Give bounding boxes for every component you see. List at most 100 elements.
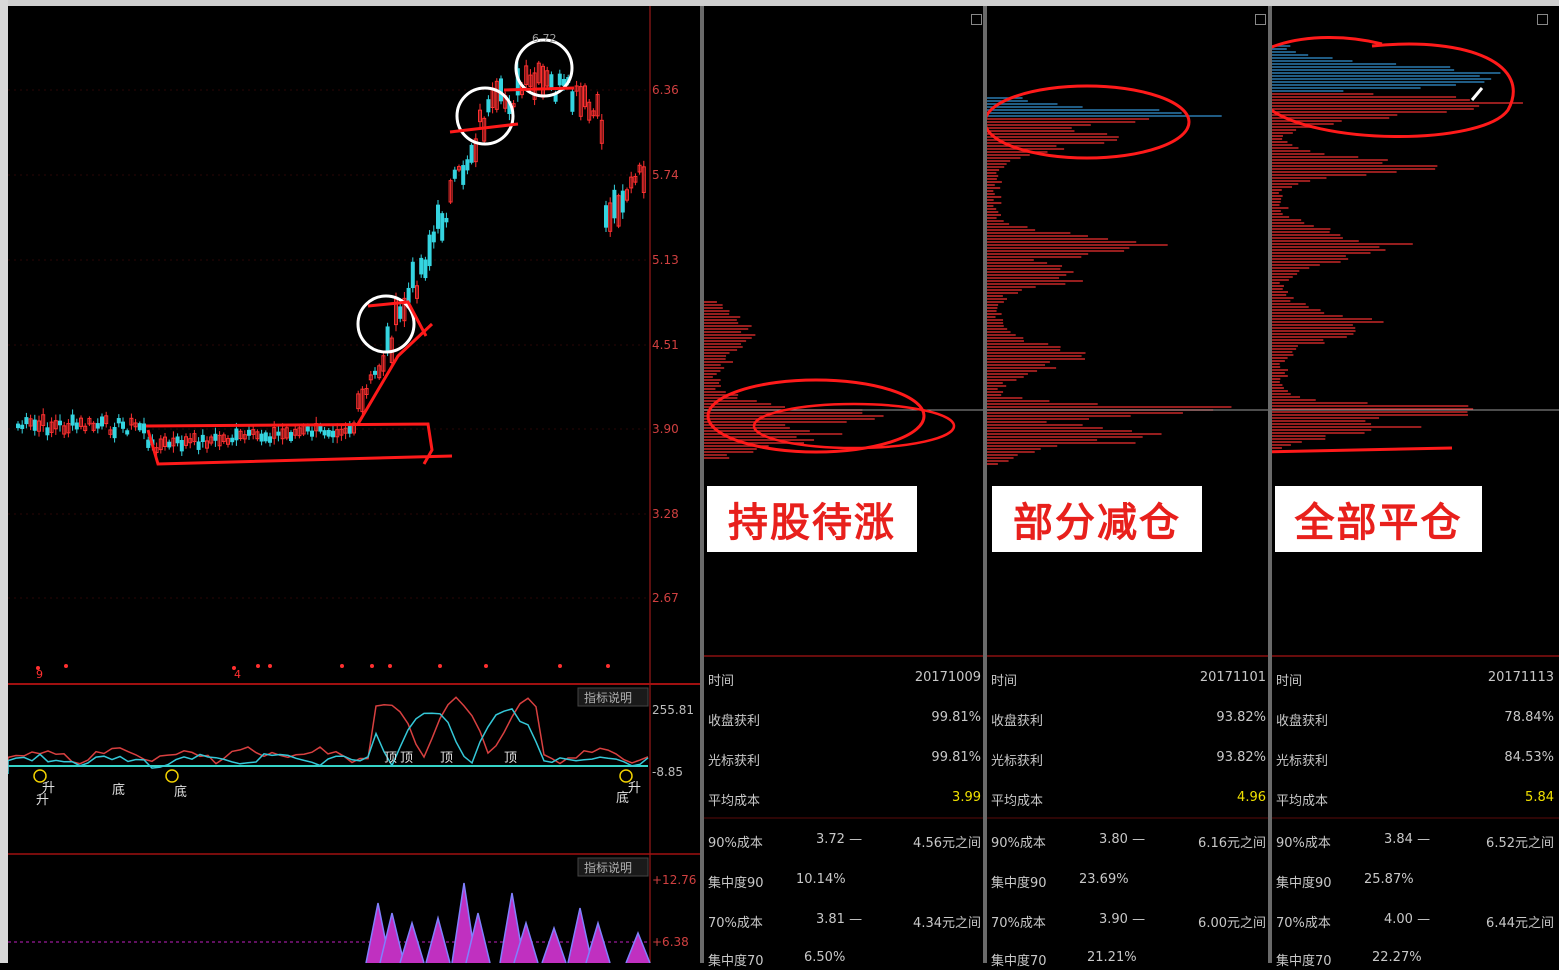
candle-body — [133, 422, 138, 428]
stat-row-conc70: 集中度70 21.21% — [987, 950, 1268, 970]
candle-body — [221, 434, 226, 442]
candle-body — [200, 434, 205, 443]
stat-value: 3.84 — — [1384, 832, 1431, 847]
stat-label: 光标获利 — [1276, 754, 1329, 769]
candle-body — [79, 417, 83, 427]
stat-row-time: 时间 20171101 — [987, 670, 1268, 690]
candle-body — [465, 159, 470, 171]
stat-label: 收盘获利 — [1276, 714, 1329, 729]
signal-circle — [165, 769, 179, 783]
stat-value: 20171009 — [914, 670, 981, 685]
chip-distribution-close[interactable] — [1272, 6, 1559, 963]
stat-label: 70%成本 — [1276, 916, 1331, 931]
candle-body — [163, 436, 167, 448]
signal-dot — [232, 666, 236, 670]
indicator-spike — [399, 920, 425, 963]
signal-mark: 底 — [174, 784, 187, 800]
candle-body — [196, 441, 201, 450]
panel-divider — [1268, 6, 1272, 963]
stat-value: 6.16元之间 — [1198, 836, 1266, 851]
chip-distribution-reduce[interactable] — [987, 6, 1268, 963]
candle-body — [583, 85, 587, 108]
candle-body — [276, 431, 281, 436]
panel-settings-icon[interactable] — [971, 14, 982, 25]
indicator-spike — [625, 930, 651, 963]
indicator-line-cyan — [8, 708, 649, 774]
stat-row-avg-cost: 平均成本 5.84 — [1272, 790, 1556, 810]
indicator-spike — [465, 912, 491, 963]
candle-body — [457, 166, 461, 171]
candle-body — [87, 417, 92, 425]
annotation-stroke — [356, 300, 434, 425]
stat-row-conc70: 集中度70 6.50% — [704, 950, 983, 970]
indicator-help-button[interactable] — [577, 687, 649, 707]
window-left-border — [0, 0, 8, 963]
candle-body — [364, 388, 369, 395]
signal-dot — [558, 664, 562, 668]
indicator-help-button[interactable] — [577, 857, 649, 877]
candle-body — [66, 423, 71, 434]
candle-body — [247, 429, 251, 436]
stat-value: 4.00 — — [1384, 912, 1431, 927]
stat-label: 90%成本 — [1276, 836, 1331, 851]
annotation-ellipse — [987, 84, 1191, 160]
signal-dot — [64, 664, 68, 668]
panel-settings-icon[interactable] — [1537, 14, 1548, 25]
signal-dot — [36, 666, 40, 670]
candle-body — [444, 217, 449, 223]
candle-body — [112, 427, 117, 439]
annotation-circle — [514, 38, 574, 98]
candle-body — [406, 287, 411, 303]
candle-body — [612, 189, 617, 219]
indicator-lower-value: -8.85 — [652, 765, 683, 779]
price-tick-label: 3.90 — [652, 422, 679, 436]
indicator-help-label: 指标说明 — [584, 860, 632, 875]
annotation-stroke — [1272, 446, 1453, 454]
price-tick-label: 4.51 — [652, 338, 679, 352]
candle-body — [494, 80, 499, 110]
candle-body — [297, 427, 302, 437]
candle-body — [205, 440, 209, 449]
candle-body — [574, 85, 579, 92]
stat-label: 光标获利 — [708, 754, 761, 769]
stat-row-conc90: 集中度90 10.14% — [704, 872, 983, 892]
indicator-lower-value: +6.38 — [652, 935, 689, 949]
indicator-spike — [585, 920, 611, 963]
chip-distribution-hold[interactable] — [704, 6, 983, 963]
signal-mark: 升 — [42, 781, 55, 796]
kline-chart[interactable]: 9 4 6.36 5.74 5.13 4.51 3.90 3.28 2.67 6.72 指标说明… — [8, 6, 700, 963]
candle-body — [545, 70, 550, 87]
stat-value: 6.50% — [804, 950, 846, 965]
candle-body — [129, 417, 134, 426]
candle-body — [461, 165, 466, 185]
annotation-stroke — [1272, 36, 1515, 138]
panel-label-reduce: 部分减仓 — [992, 486, 1202, 552]
candle-body — [255, 431, 260, 440]
candle-body — [482, 117, 487, 142]
price-tick-label: 3.28 — [652, 507, 679, 521]
candle-body — [268, 436, 272, 443]
annotation-circle — [356, 294, 416, 354]
panel-settings-icon[interactable] — [1255, 14, 1266, 25]
candle-body — [557, 73, 562, 86]
stat-label: 集中度70 — [1276, 954, 1332, 969]
candle-body — [238, 430, 243, 440]
candle-body — [499, 78, 503, 102]
stat-value: 22.27% — [1372, 950, 1422, 965]
stat-value: 3.90 — — [1099, 912, 1146, 927]
stat-label: 集中度70 — [991, 954, 1047, 969]
signal-mark: 底 — [112, 782, 125, 798]
candle-body — [620, 190, 625, 213]
stat-value: 6.52元之间 — [1486, 836, 1554, 851]
candle-body — [427, 234, 432, 267]
signal-dot — [484, 664, 488, 668]
stat-label: 时间 — [1276, 674, 1303, 689]
candle-body — [293, 428, 298, 436]
candle-body — [473, 138, 478, 163]
panel-label-hold: 持股待涨 — [707, 486, 917, 552]
annotation-ellipse — [752, 402, 956, 450]
stat-row-avg-cost: 平均成本 4.96 — [987, 790, 1268, 810]
indicator-spike — [541, 925, 567, 963]
indicator-upper-value: +12.76 — [652, 873, 696, 887]
